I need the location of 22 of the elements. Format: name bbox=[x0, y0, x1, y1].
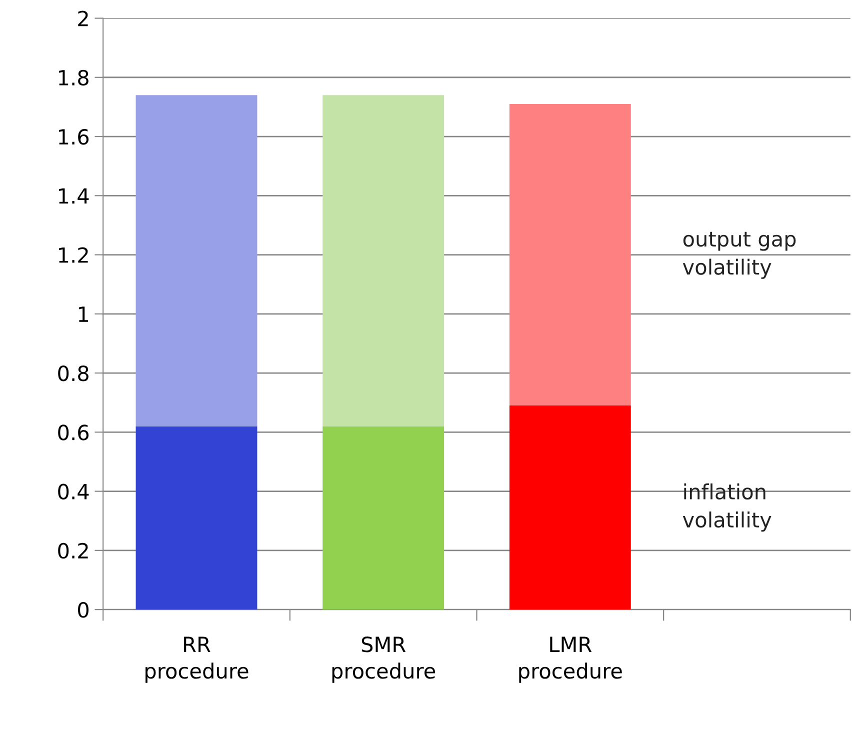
x-tick-label: LMR procedure bbox=[519, 636, 622, 683]
y-tick-label: 0.6 bbox=[58, 424, 89, 440]
text: output gap volatility bbox=[682, 232, 796, 279]
y-tick-label: 0.8 bbox=[58, 365, 88, 382]
bar bbox=[136, 426, 258, 610]
y-tick-label: 2 bbox=[78, 10, 88, 26]
y-tick-label: 0 bbox=[78, 602, 88, 618]
y-tick-label: 1.8 bbox=[59, 70, 88, 86]
x-tick-label: RR procedure bbox=[146, 636, 248, 683]
x-tick-label: SMR procedure bbox=[332, 636, 436, 683]
y-tick-label: 1.2 bbox=[59, 247, 88, 263]
y-tick-label: 1 bbox=[78, 306, 88, 322]
y-tick-label: 0.2 bbox=[58, 542, 88, 559]
bar bbox=[509, 406, 631, 610]
bar bbox=[136, 95, 258, 426]
bar bbox=[509, 104, 631, 406]
y-tick-label: 1.4 bbox=[59, 188, 89, 204]
y-tick-label: 1.6 bbox=[59, 128, 89, 145]
bar bbox=[322, 426, 444, 610]
text: inflation volatility bbox=[682, 483, 772, 532]
bar bbox=[322, 95, 444, 426]
y-tick-label: 0.4 bbox=[58, 484, 89, 500]
